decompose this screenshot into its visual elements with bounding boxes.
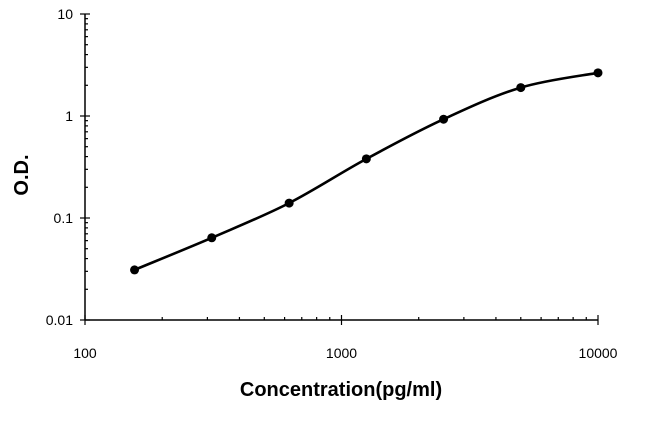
x-axis-title: Concentration(pg/ml) bbox=[240, 379, 442, 401]
data-point bbox=[593, 68, 603, 78]
data-point bbox=[439, 114, 449, 124]
data-point bbox=[516, 83, 526, 93]
x-tick-label: 10000 bbox=[579, 345, 618, 361]
data-point bbox=[361, 154, 371, 164]
data-point bbox=[284, 198, 294, 208]
y-tick-label: 0.1 bbox=[54, 210, 74, 226]
data-point bbox=[130, 265, 140, 275]
x-tick-label: 1000 bbox=[326, 345, 357, 361]
fit-curve bbox=[133, 71, 599, 272]
y-axis-title: O.D. bbox=[11, 154, 33, 195]
plot-area bbox=[130, 68, 603, 275]
y-tick-label: 10 bbox=[57, 6, 73, 22]
y-axis: 0.01 0.1 1 10 bbox=[46, 6, 90, 328]
y-tick-label: 1 bbox=[65, 108, 73, 124]
x-tick-label: 100 bbox=[73, 345, 97, 361]
x-axis: 100 1000 10000 bbox=[73, 315, 618, 361]
y-tick-label: 0.01 bbox=[46, 312, 73, 328]
data-point bbox=[207, 233, 217, 243]
